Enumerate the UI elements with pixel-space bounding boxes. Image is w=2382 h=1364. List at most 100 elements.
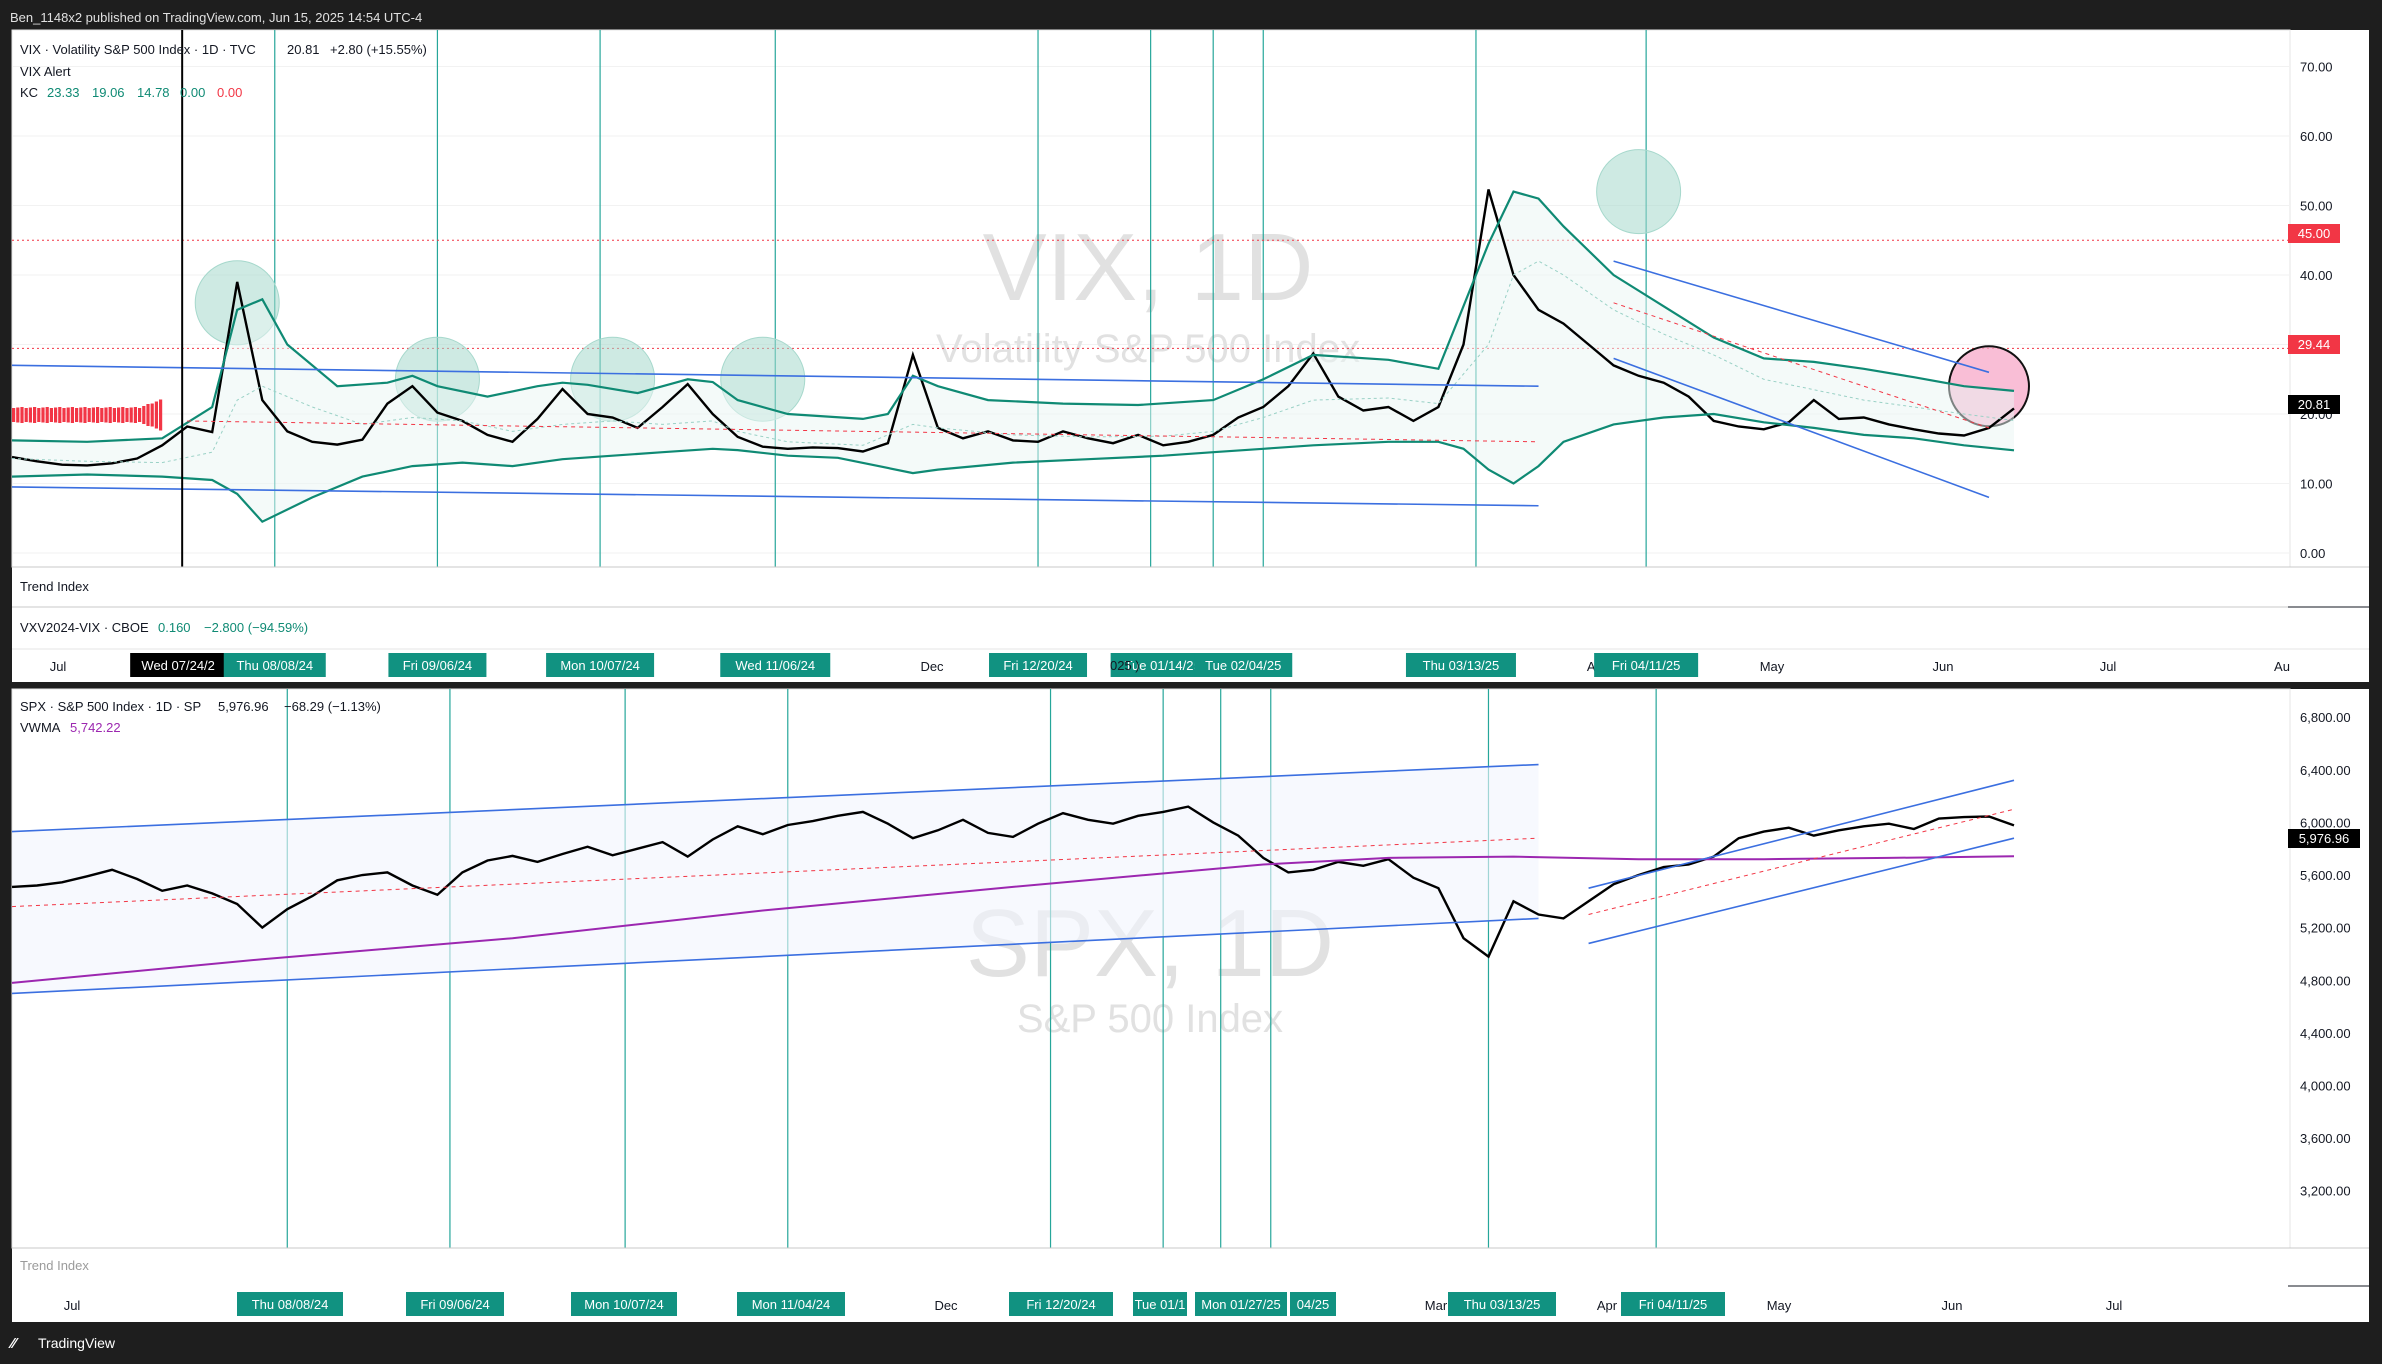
- spx-month-tick-label: May: [1767, 1298, 1792, 1313]
- vix-alert-bar: [83, 407, 87, 423]
- spx-watermark-subtitle: S&P 500 Index: [1017, 997, 1283, 1041]
- vix-marker-label-box: [1194, 653, 1293, 677]
- kc-lower-value: 14.78: [137, 85, 170, 100]
- vix-marker-label: Wed 11/06/24: [735, 658, 815, 673]
- vix-marker-label: Tue 01/14/25: [1125, 658, 1201, 673]
- spx-marker-label: Tue 01/1: [1135, 1297, 1186, 1312]
- vix-legend[interactable]: VIX · Volatility S&P 500 Index · 1D · TV…: [20, 42, 427, 100]
- vix-price-tick-label: 60.00: [2300, 129, 2333, 144]
- vix-price-tick-label: 50.00: [2300, 199, 2333, 214]
- vxv-legend-symbol[interactable]: VXV2024-VIX · CBOE: [20, 620, 149, 635]
- vix-alert-bar: [129, 407, 133, 423]
- spx-price-axis[interactable]: 6,800.00 6,400.00 6,000.00 5,600.00 5,200.00…: [2300, 710, 2351, 1199]
- vix-marker-label: Thu 03/13/25: [1423, 658, 1500, 673]
- vix-alert-bar: [154, 401, 158, 429]
- vix-cursor-label-box: [130, 653, 227, 677]
- vix-alert-bar: [66, 407, 70, 423]
- vix-panel[interactable]: VIX, 1D Volatility S&P 500 Index VIX · V…: [11, 29, 2369, 682]
- vix-trend-line: [1613, 260, 1990, 374]
- vix-legend-symbol[interactable]: VIX · Volatility S&P 500 Index · 1D · TV…: [20, 42, 256, 57]
- spx-marker-label-box: [406, 1292, 504, 1316]
- vix-keltner-upper-line: [11, 190, 2015, 443]
- spx-marker-label: Thu 08/08/24: [252, 1297, 329, 1312]
- spx-trend-line: [1588, 779, 2015, 889]
- kc-value-1: 0.00: [180, 85, 205, 100]
- vix-alert-bar: [112, 408, 116, 422]
- spx-price-tick-label: 4,400.00: [2300, 1026, 2351, 1041]
- vwma-label[interactable]: VWMA: [20, 720, 61, 735]
- vix-alert-bar: [12, 408, 16, 422]
- spx-marker-label-box: [737, 1292, 845, 1316]
- vix-month-tick-label: Jun: [1933, 659, 1954, 674]
- vix-price-tick-label: 40.00: [2300, 268, 2333, 283]
- spx-legend-last: 5,976.96: [218, 699, 269, 714]
- vix-month-tick-label: Dec: [920, 659, 944, 674]
- vix-alert-label[interactable]: VIX Alert: [20, 64, 71, 79]
- vxv-legend-value: 0.160: [158, 620, 191, 635]
- vix-price-label-29: 29.44: [2288, 335, 2340, 354]
- kc-mid-value: 19.06: [92, 85, 125, 100]
- vix-alert-bar: [104, 407, 108, 423]
- vix-cursor-label: Wed 07/24/2: [141, 658, 214, 673]
- vix-dashed-trend-line: [1613, 302, 1990, 429]
- vix-alert-bar: [146, 404, 150, 426]
- tv-logo-text: TradingView: [38, 1335, 116, 1351]
- spx-month-tick-label: Dec: [934, 1298, 958, 1313]
- vix-keltner-mid-line: [11, 260, 2015, 464]
- spx-month-tick-label: Mar: [1425, 1298, 1448, 1313]
- vix-alert-bar: [79, 407, 83, 423]
- vix-alert-bar: [37, 408, 41, 422]
- spx-month-tick-label: Jul: [64, 1298, 81, 1313]
- spx-time-axis[interactable]: Jul Dec Mar Apr May Jun Jul Thu 08/08/24 Fri 09/…: [64, 1292, 2123, 1316]
- spx-legend-symbol[interactable]: SPX · S&P 500 Index · 1D · SP: [20, 699, 201, 714]
- spx-marker-label: 04/25: [1297, 1297, 1330, 1312]
- spx-marker-label-box: [1195, 1292, 1287, 1316]
- spx-price-tick-label: 6,000.00: [2300, 815, 2351, 830]
- vix-alert-bar: [133, 407, 137, 423]
- spx-marker-label-box: [1290, 1292, 1336, 1316]
- spx-trend-line: [11, 917, 1539, 995]
- spx-price-tick-label: 6,400.00: [2300, 763, 2351, 778]
- spx-legend[interactable]: SPX · S&P 500 Index · 1D · SP 5,976.96 −…: [20, 699, 381, 735]
- vix-alert-bar: [159, 399, 163, 431]
- kc-label[interactable]: KC: [20, 85, 38, 100]
- vix-marker-label: Fri 12/20/24: [1003, 658, 1072, 673]
- vix-alert-bar: [33, 407, 37, 423]
- spx-subpane-title: Trend Index: [20, 1258, 89, 1273]
- spx-panel[interactable]: SPX, 1D S&P 500 Index SPX · S&P 500 Inde…: [11, 688, 2369, 1322]
- vix-alert-bar: [49, 408, 53, 422]
- vix-watermark-subtitle: Volatility S&P 500 Index: [936, 327, 1360, 371]
- vix-price-label-45: 45.00: [2288, 224, 2340, 243]
- vix-marker-label-box: [1405, 653, 1516, 677]
- spx-marker-label-box: [1448, 1292, 1556, 1316]
- spx-trend-line: [1588, 837, 2015, 945]
- vix-marker-label-box: [388, 653, 487, 677]
- vix-alert-bar: [20, 407, 24, 423]
- tv-logo-icon: ⁄⁄: [8, 1335, 20, 1352]
- vix-price-label-29-text: 29.44: [2298, 337, 2331, 352]
- vix-trend-line: [11, 364, 1539, 387]
- kc-value-2: 0.00: [217, 85, 242, 100]
- spx-marker-label: Fri 12/20/24: [1026, 1297, 1095, 1312]
- tradingview-logo[interactable]: ⁄⁄ TradingView: [8, 1335, 116, 1352]
- vwma-value: 5,742.22: [70, 720, 121, 735]
- vix-trend-lines[interactable]: [11, 260, 1990, 507]
- vix-alert-bar: [138, 408, 142, 422]
- vix-marker-label-box: [989, 653, 1088, 677]
- spx-price-tick-label: 6,800.00: [2300, 710, 2351, 725]
- spx-marker-label-box: [237, 1292, 343, 1316]
- vix-alert-bar: [54, 407, 58, 423]
- spx-price-tick-label: 5,200.00: [2300, 921, 2351, 936]
- spx-trend-lines[interactable]: [11, 763, 2015, 995]
- spx-price-label-last: 5,976.96: [2288, 829, 2360, 848]
- vix-month-tick-label: Au: [2274, 659, 2290, 674]
- spx-month-tick-label: Apr: [1597, 1298, 1618, 1313]
- vix-marker-label: Fri 04/11/25: [1612, 658, 1680, 673]
- spx-marker-label-box: [1009, 1292, 1113, 1316]
- vix-highlight-circle: [1596, 149, 1682, 235]
- spx-price-tick-label: 3,600.00: [2300, 1131, 2351, 1146]
- vxv-legend-change: −2.800 (−94.59%): [204, 620, 308, 635]
- spx-price-label-last-text: 5,976.96: [2299, 831, 2350, 846]
- spx-price-tick-label: 4,800.00: [2300, 973, 2351, 988]
